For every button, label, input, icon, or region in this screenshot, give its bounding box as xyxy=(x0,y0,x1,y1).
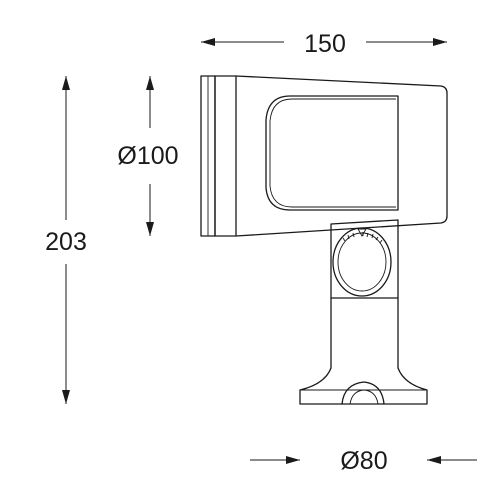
dimension-overall-height: 203 xyxy=(45,76,87,404)
stem xyxy=(330,297,399,369)
mounting-bracket xyxy=(330,219,399,299)
arrowhead-top xyxy=(146,76,154,90)
side-recess-inner xyxy=(269,98,396,208)
base-flange xyxy=(299,367,428,405)
base-notch-inner xyxy=(349,389,379,405)
dim-label-base-diameter: Ø80 xyxy=(340,447,387,475)
dim-label-lens-diameter: Ø100 xyxy=(117,142,178,170)
tilt-scale-ticks xyxy=(342,232,383,244)
base-cable-notch xyxy=(341,381,385,405)
arrowhead-right xyxy=(433,38,447,46)
arrowhead-bottom xyxy=(62,390,70,404)
arrowhead-left xyxy=(201,38,215,46)
arrowhead-right xyxy=(427,456,441,464)
dimension-base-diameter: Ø80 xyxy=(250,447,477,475)
dim-label-length: 150 xyxy=(304,30,346,58)
arrowhead-bottom xyxy=(146,222,154,236)
side-recess xyxy=(265,95,399,211)
tilt-knob xyxy=(332,227,392,297)
tilt-indicator-mark xyxy=(357,228,367,237)
arrowhead-left xyxy=(286,456,300,464)
dim-label-height: 203 xyxy=(45,228,87,256)
spotlight-head xyxy=(200,75,448,237)
dimension-overall-length: 150 xyxy=(201,30,447,58)
arrowhead-top xyxy=(62,76,70,90)
dimension-lens-diameter: Ø100 xyxy=(117,76,179,236)
base xyxy=(299,367,428,405)
tilt-knob-rim xyxy=(337,232,387,292)
lens-collar xyxy=(214,75,237,237)
head-body xyxy=(235,75,448,237)
